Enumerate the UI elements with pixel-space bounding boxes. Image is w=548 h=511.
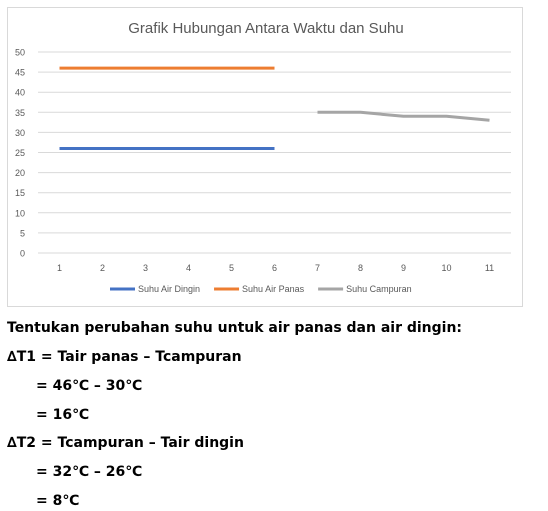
y-axis-ticks: 0 5 10 15 20 25 30 35 40 45 50 [15,48,25,259]
legend: Suhu Air Dingin Suhu Air Panas Suhu Campur… [110,284,412,294]
y-tick-label: 20 [15,168,25,178]
x-tick-label: 5 [229,263,234,273]
y-tick-label: 30 [15,128,25,138]
x-tick-label: 8 [358,263,363,273]
legend-label: Suhu Campuran [346,284,412,294]
x-tick-label: 6 [272,263,277,273]
x-axis-ticks: 1 2 3 4 5 6 7 8 9 10 11 [57,263,494,273]
series-lines [59,66,490,150]
x-tick-label: 9 [401,263,406,273]
legend-label: Suhu Air Panas [242,284,305,294]
x-tick-label: 2 [100,263,105,273]
x-tick-label: 4 [186,263,191,273]
x-tick-label: 3 [143,263,148,273]
delta-t1-substitution: = 46℃ – 30℃ [36,378,143,394]
series-line-3 [317,110,490,122]
chart-container: Grafik Hubungan Antara Waktu dan Suhu 0 5… [7,7,523,307]
y-tick-label: 10 [15,208,25,218]
x-tick-label: 1 [57,263,62,273]
y-tick-label: 35 [15,108,25,118]
delta-t2-row: ∆T2 = Tcampuran – Tair dingin [7,435,548,451]
x-tick-label: 11 [485,263,494,273]
y-tick-label: 40 [15,88,25,98]
delta-t2-substitution: = 32℃ – 26℃ [36,464,143,480]
y-tick-label: 15 [15,188,25,198]
line-chart: Grafik Hubungan Antara Waktu dan Suhu 0 5… [15,20,511,294]
x-tick-label: 7 [315,263,320,273]
delta-t1-result: = 16℃ [36,407,90,423]
intro-text: Tentukan perubahan suhu untuk air panas … [7,320,463,336]
y-tick-label: 45 [15,68,25,78]
y-tick-label: 25 [15,148,25,158]
y-tick-label: 5 [20,228,25,238]
delta-t2-label: ∆T2 [7,435,37,451]
y-tick-label: 50 [15,48,25,58]
y-tick-label: 0 [20,249,25,259]
chart-title: Grafik Hubungan Antara Waktu dan Suhu [128,20,403,37]
legend-label: Suhu Air Dingin [138,284,200,294]
delta-t2-result: = 8℃ [36,493,80,509]
delta-t1-row: ∆T1 = Tair panas – Tcampuran [7,349,548,365]
delta-t1-formula: = Tair panas – Tcampuran [40,349,242,365]
x-tick-label: 10 [441,263,451,273]
delta-t1-label: ∆T1 [7,349,37,365]
gridlines [38,51,511,254]
delta-t2-formula: = Tcampuran – Tair dingin [40,435,244,451]
